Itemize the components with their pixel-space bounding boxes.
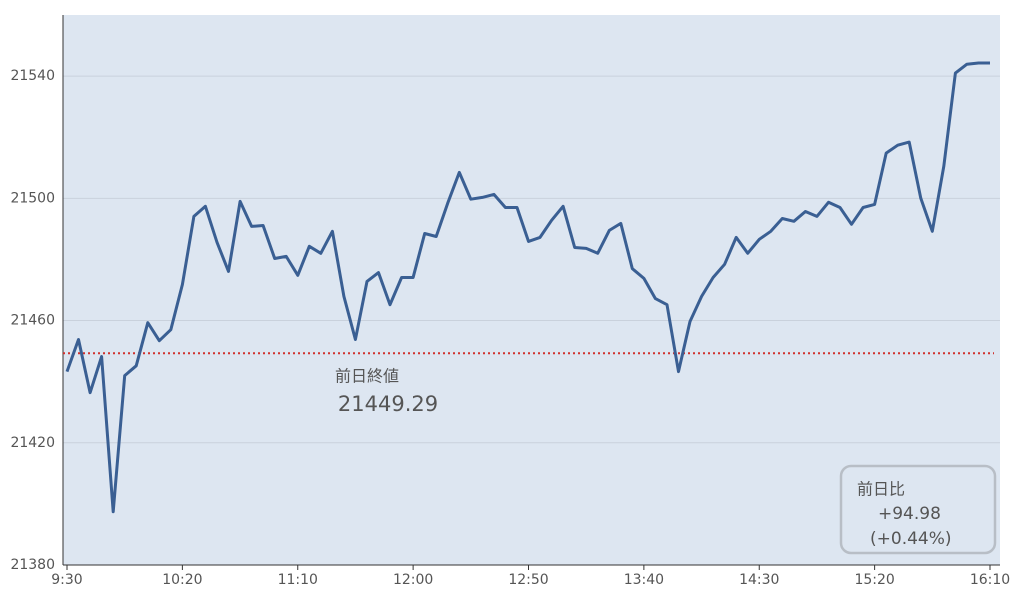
y-tick-label: 21420 <box>10 435 55 451</box>
y-tick-label: 21540 <box>10 68 55 84</box>
x-tick-label: 15:20 <box>854 572 894 588</box>
price-line <box>65 61 990 514</box>
change-percent: (+0.44%) <box>870 529 952 549</box>
y-tick-label: 21380 <box>10 557 55 573</box>
x-tick-label: 14:30 <box>739 572 779 588</box>
x-tick-label: 12:00 <box>393 572 433 588</box>
x-tick-label: 12:50 <box>508 572 548 588</box>
x-tick-label: 9:30 <box>51 572 82 588</box>
x-tick-label: 11:10 <box>278 572 318 588</box>
y-tick-label: 21460 <box>10 313 55 329</box>
x-tick-label: 16:10 <box>970 572 1010 588</box>
change-value: +94.98 <box>878 504 941 524</box>
reference-value: 21449.29 <box>338 392 438 416</box>
change-box <box>839 464 997 555</box>
x-tick-label: 10:20 <box>162 572 202 588</box>
change-label: 前日比 <box>857 480 905 499</box>
y-tick-label: 21500 <box>10 190 55 206</box>
reference-label: 前日終値 <box>335 367 399 386</box>
x-tick-label: 13:40 <box>624 572 664 588</box>
